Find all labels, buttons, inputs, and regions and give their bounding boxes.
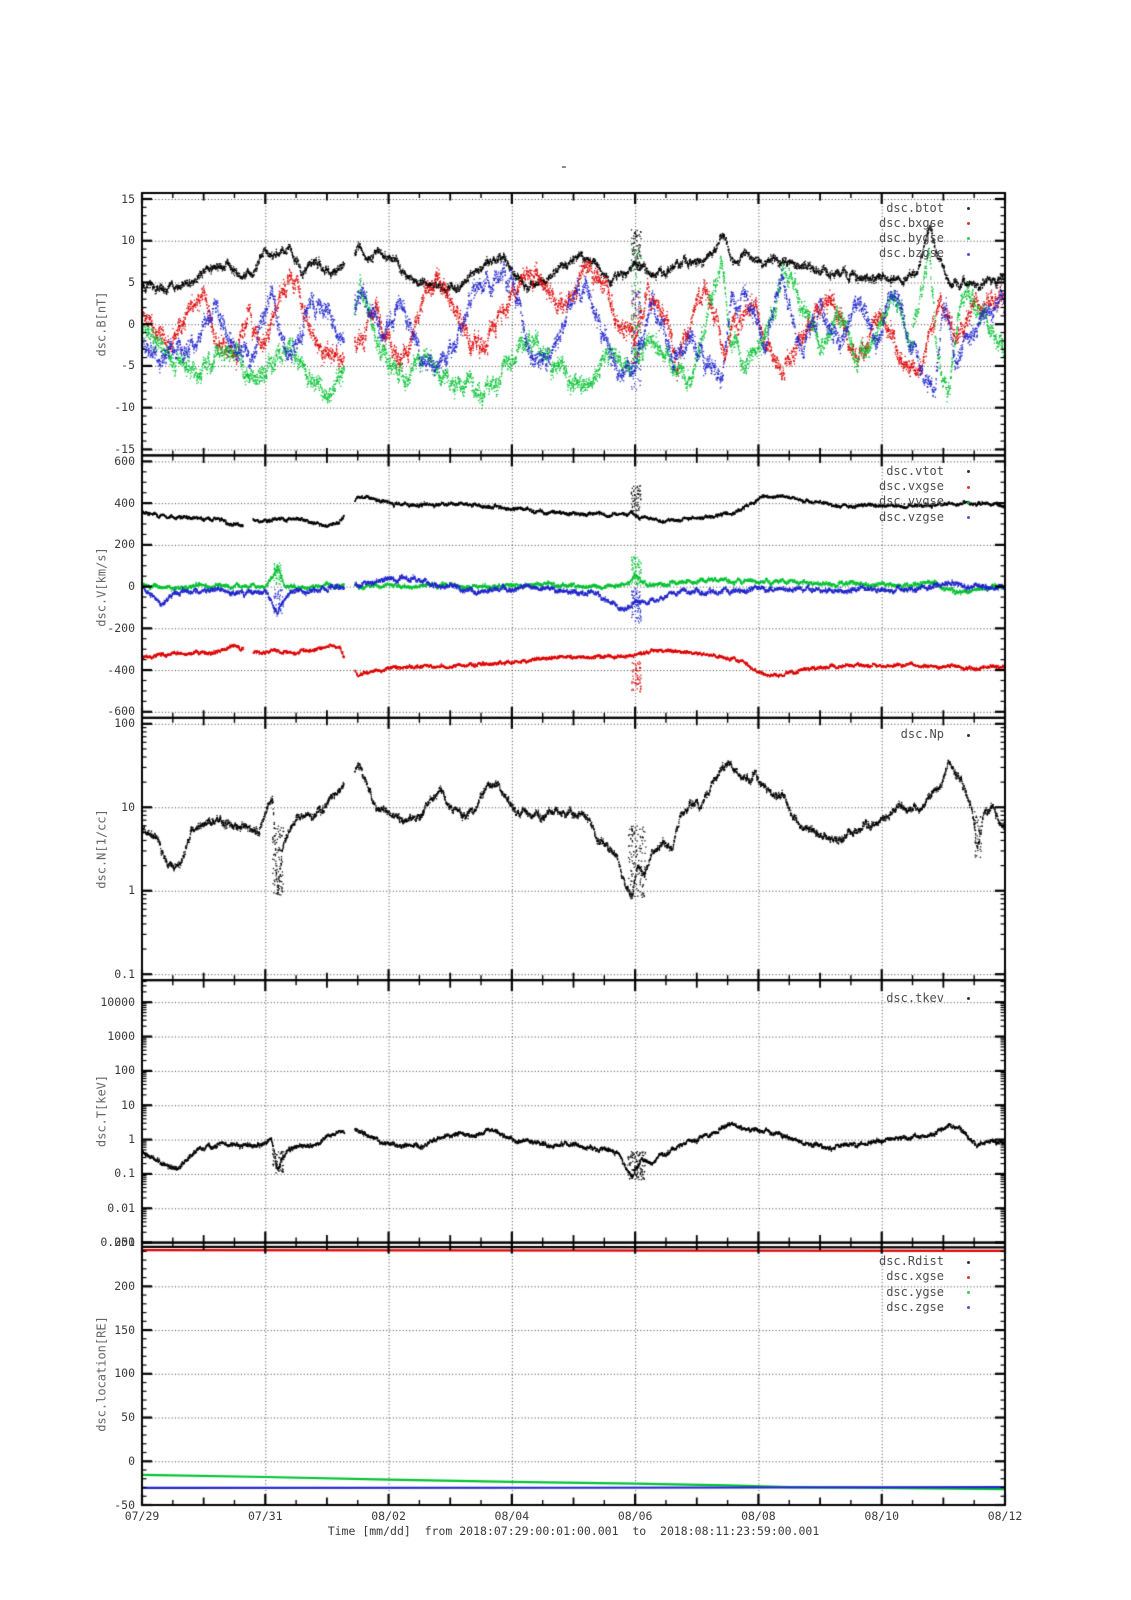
legend-marker: [967, 237, 970, 241]
x-tick-label: 08/06: [617, 1509, 653, 1523]
x-tick-label: 08/10: [864, 1509, 900, 1523]
y-tick-label: 400: [114, 495, 135, 510]
y-tick-label: 100: [114, 1366, 135, 1381]
y-tick-label: 0: [128, 1453, 135, 1468]
y-tick-label: 1: [128, 883, 135, 898]
y-tick-label: -200: [107, 620, 135, 635]
y-tick-label: 0: [128, 579, 135, 594]
y-axis-title: dsc.V[km/s]: [94, 546, 109, 627]
y-axis-title: dsc.location[RE]: [94, 1316, 109, 1432]
legend-item: dsc.Np: [900, 727, 944, 742]
x-tick-label: 08/02: [371, 1509, 406, 1523]
y-tick-label: 0.001: [100, 1235, 135, 1250]
legend-marker: [967, 997, 970, 1001]
y-tick-label: 0.1: [114, 966, 135, 981]
legend-marker: [967, 1260, 970, 1264]
x-axis-title: Time [mm/dd] from 2018:07:29:00:01:00.00…: [327, 1524, 820, 1538]
y-tick-label: 5: [128, 274, 135, 289]
x-tick-label: 07/31: [247, 1509, 283, 1523]
legend-marker: [967, 516, 970, 519]
legend-item: dsc.bxgse: [878, 215, 944, 230]
y-tick-label: 150: [114, 1322, 135, 1337]
x-tick-label: 08/04: [494, 1509, 530, 1523]
legend-marker: [967, 1306, 970, 1310]
y-tick-label: 1000: [107, 1029, 135, 1044]
y-axis-title: dsc.T[keV]: [94, 1075, 109, 1148]
y-tick-label: 10000: [100, 994, 135, 1009]
y-tick-label: 250: [114, 1235, 135, 1250]
y-tick-label: 0: [128, 316, 135, 331]
y-tick-label: -10: [114, 400, 135, 415]
legend-marker: [967, 252, 970, 256]
y-axis-title: dsc.N[1/cc]: [94, 809, 109, 889]
y-tick-label: 1: [128, 1132, 135, 1147]
y-tick-label: 100: [114, 716, 135, 731]
y-tick-label: 200: [114, 1278, 135, 1293]
legend-item: dsc.xgse: [886, 1269, 944, 1284]
legend-item: dsc.bygse: [878, 230, 944, 245]
legend-item: dsc.btot: [886, 200, 944, 215]
y-tick-label: 50: [121, 1410, 135, 1425]
legend-marker: [967, 470, 970, 474]
y-tick-label: -400: [107, 662, 135, 677]
y-axis-title: dsc.B[nT]: [94, 291, 109, 357]
legend-item: dsc.ygse: [886, 1284, 944, 1299]
legend-item: dsc.vtot: [886, 463, 944, 478]
legend-marker: [967, 1291, 970, 1294]
legend-item: dsc.vxgse: [878, 479, 944, 494]
y-tick-label: -15: [114, 441, 135, 456]
legend-item: dsc.bzgse: [878, 246, 944, 261]
y-tick-label: -50: [114, 1497, 135, 1512]
legend-marker: [967, 733, 970, 737]
y-tick-label: 100: [114, 1063, 135, 1078]
y-tick-label: -600: [107, 704, 135, 719]
y-tick-label: 15: [121, 191, 135, 206]
y-tick-label: 0.01: [107, 1200, 135, 1215]
legend-marker: [967, 207, 970, 210]
y-tick-label: 10: [121, 1097, 135, 1112]
y-tick-label: 10: [121, 233, 135, 248]
legend-item: dsc.zgse: [886, 1299, 944, 1314]
legend-marker: [967, 1275, 970, 1279]
x-tick-label: 07/29: [124, 1509, 160, 1523]
x-tick-label: 08/12: [987, 1509, 1023, 1523]
y-tick-label: 10: [121, 799, 135, 814]
legend-item: dsc.Rdist: [878, 1254, 944, 1269]
x-tick-label: 08/08: [741, 1509, 776, 1523]
legend-marker: [967, 222, 970, 226]
legend-item: dsc.tkev: [886, 990, 944, 1005]
y-tick-label: 200: [114, 537, 135, 552]
y-tick-label: 0.1: [114, 1166, 135, 1181]
y-tick-label: 600: [114, 453, 135, 468]
legend-item: dsc.vzgse: [878, 509, 944, 524]
legend-item: dsc.vygse: [878, 494, 944, 509]
legend-marker: [967, 500, 970, 504]
legend-marker: [967, 485, 970, 489]
y-tick-label: -5: [121, 358, 135, 373]
